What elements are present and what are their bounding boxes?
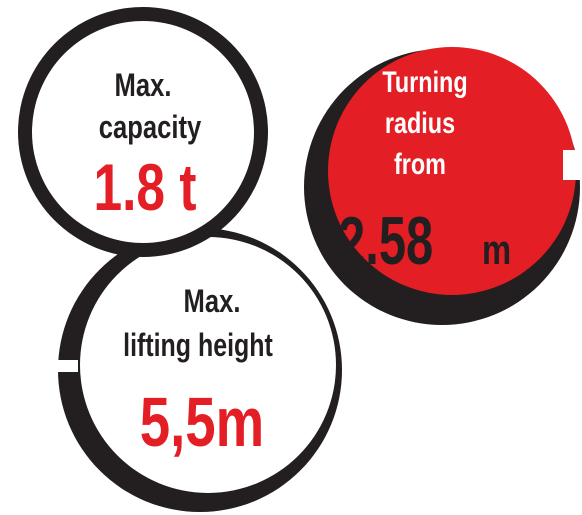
turning-radius-disc [328, 47, 576, 295]
turning-radius-label-line2: radius [385, 106, 455, 139]
capacity-label-line1: Max. [115, 68, 172, 103]
lifting-height-label-line1: Max. [184, 284, 241, 319]
turning-radius-label-line3: from [394, 147, 446, 180]
capacity-label-line2: capacity [99, 110, 201, 145]
lifting-height-label-line2: lifting height [123, 328, 273, 364]
capacity-badge: Max. capacity 1.8 t [18, 7, 268, 257]
capacity-disc [32, 21, 254, 243]
lifting-height-ring-gap [50, 360, 78, 372]
lifting-height-badge: Max. lifting height 5,5m [50, 228, 342, 512]
lifting-height-value: 5,5m [140, 384, 264, 462]
turning-radius-ring-gap [563, 150, 582, 180]
turning-radius-value-number: 2.58 [338, 202, 433, 279]
capacity-value: 1.8 t [94, 150, 197, 225]
turning-radius-value-unit: m [482, 226, 511, 273]
lifting-height-disc [80, 237, 336, 493]
turning-radius-label-line1: Turning [382, 65, 467, 98]
turning-radius-badge: Turning radius from 2.58 m [304, 47, 582, 325]
